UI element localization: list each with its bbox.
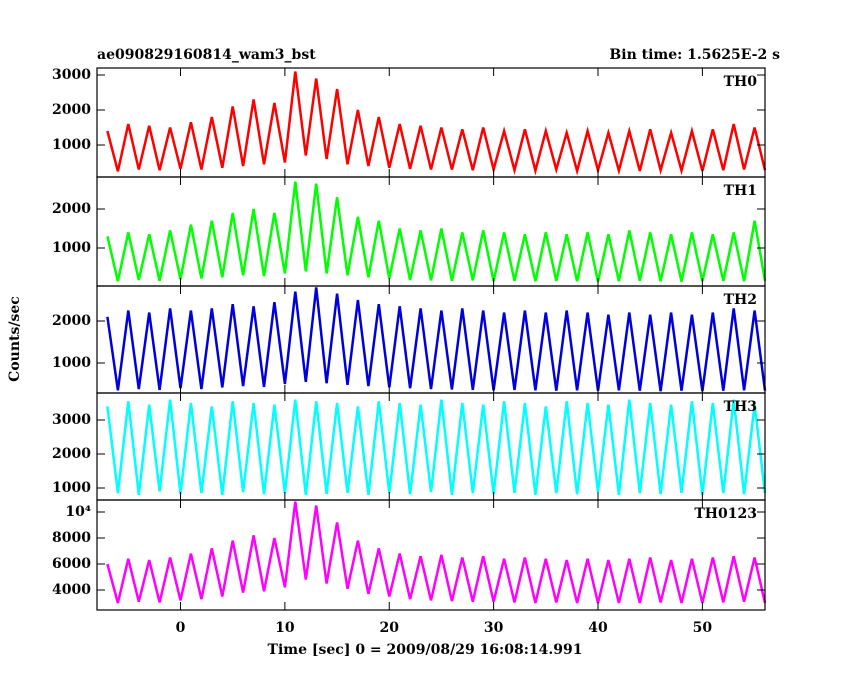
y-tick-label: 3000 [52, 412, 91, 428]
y-tick-label: 10⁴ [65, 504, 91, 520]
panel-label: TH3 [724, 399, 757, 415]
panel-frame [96, 67, 766, 178]
x-tick-label: 10 [275, 620, 295, 636]
y-tick-label: 2000 [52, 313, 91, 329]
y-tick-label: 2000 [52, 446, 91, 462]
x-axis-label: Time [sec] 0 = 2009/08/29 16:08:14.991 [268, 642, 583, 658]
panel-label: TH1 [724, 183, 757, 199]
panel-frame [96, 285, 766, 394]
panel-label: TH2 [724, 292, 757, 308]
series-line [106, 71, 767, 176]
panel-label: TH0 [724, 74, 758, 90]
y-axis-label: Counts/sec [7, 296, 23, 382]
series-line [106, 399, 767, 495]
series-line [106, 501, 767, 604]
x-tick-label: 50 [693, 620, 713, 636]
panel-frame [96, 499, 766, 611]
y-tick-label: 8000 [52, 530, 91, 546]
y-tick-label: 1000 [52, 240, 91, 256]
panel-frame [96, 176, 766, 287]
y-tick-label: 2000 [52, 201, 91, 217]
x-tick-label: 20 [380, 620, 400, 636]
chart-subtitle: Bin time: 1.5625E-2 s [609, 47, 780, 63]
series-line [106, 287, 767, 392]
series-line [106, 181, 767, 282]
x-tick-label: 40 [588, 620, 608, 636]
panel-label: TH0123 [694, 506, 757, 522]
y-tick-label: 2000 [52, 102, 91, 118]
y-tick-label: 3000 [52, 67, 91, 83]
y-tick-label: 1000 [52, 480, 91, 496]
chart-title: ae090829160814_wam3_bst [97, 47, 316, 63]
y-tick-label: 6000 [52, 556, 91, 572]
y-tick-label: 1000 [52, 137, 91, 153]
x-tick-label: 30 [484, 620, 504, 636]
y-tick-label: 4000 [52, 582, 91, 598]
x-tick-label: 0 [176, 620, 186, 636]
y-tick-label: 1000 [52, 355, 91, 371]
